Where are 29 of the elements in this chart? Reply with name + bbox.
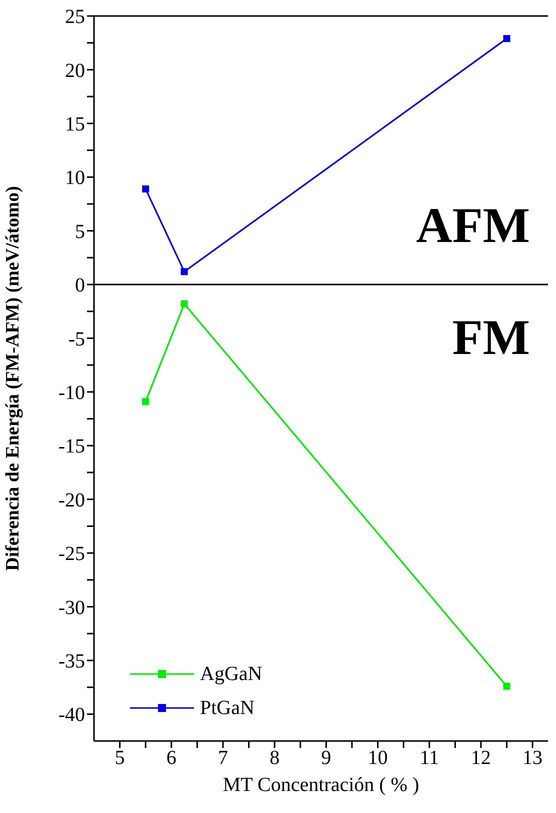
y-tick-label: -15 [58, 436, 85, 458]
x-tick-label: 11 [420, 747, 439, 770]
legend-label: AgGaN [200, 662, 262, 686]
x-tick-label: 7 [218, 747, 228, 770]
x-axis-title: MT Concentración ( % ) [222, 774, 420, 796]
y-tick-label: 20 [65, 60, 85, 82]
x-tick-label: 10 [368, 747, 388, 770]
y-tick-label: 5 [75, 220, 85, 243]
x-tick-label: 13 [522, 747, 543, 770]
annotation: FM [452, 309, 530, 365]
y-tick-label: -25 [58, 543, 85, 566]
y-tick-label: 25 [65, 6, 85, 28]
annotation: AFM [416, 197, 530, 253]
y-tick-label: -5 [68, 328, 85, 350]
x-tick-label: 9 [321, 747, 332, 770]
y-tick-label: -20 [58, 489, 85, 512]
y-tick-label: 10 [65, 167, 85, 190]
x-tick-label: 8 [270, 747, 280, 770]
y-tick-label: -10 [58, 382, 85, 404]
y-tick-label: -40 [58, 704, 85, 726]
x-tick-label: 5 [114, 747, 125, 770]
y-tick-label: -35 [58, 650, 85, 673]
legend-label: PtGaN [200, 696, 254, 720]
y-tick-label: 0 [75, 274, 85, 297]
x-tick-label: 6 [166, 747, 176, 770]
y-tick-label: 15 [65, 114, 85, 136]
y-axis-title: Diferencia de Energía (FM-AFM) (meV/átomo) [2, 186, 24, 571]
y-tick-label: -30 [58, 596, 85, 619]
x-tick-label: 12 [470, 747, 491, 770]
